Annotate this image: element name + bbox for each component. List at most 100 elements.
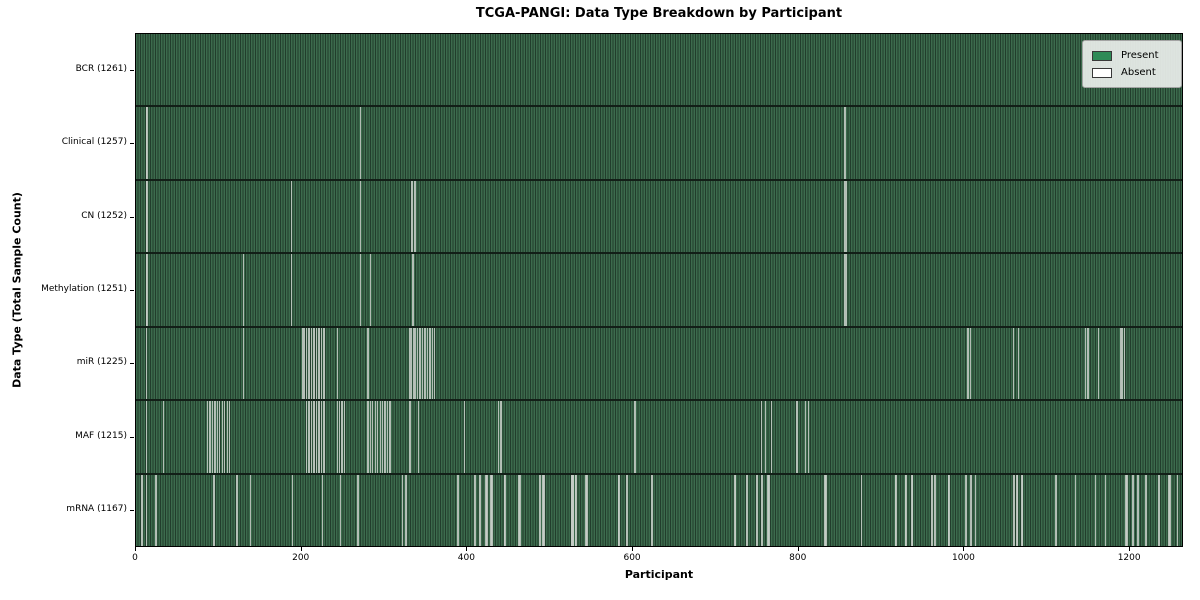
absent-line (410, 180, 413, 253)
absent-line (206, 401, 209, 473)
absent-line (216, 401, 218, 473)
ytick-label-bcr: BCR (1261) (75, 63, 127, 74)
datatype-row-bcr (136, 34, 1182, 108)
absent-line (357, 474, 359, 546)
absent-line (1017, 327, 1020, 400)
absent-line (618, 474, 620, 546)
absent-line (419, 327, 421, 400)
absent-line (313, 401, 315, 473)
absent-line (964, 474, 967, 546)
absent-line (308, 327, 310, 400)
datatype-row-clinical (136, 107, 1182, 181)
xtick-mark (963, 547, 965, 551)
absent-line (585, 474, 587, 546)
absent-line (1012, 327, 1015, 400)
absent-line (625, 474, 628, 546)
absent-line (845, 254, 848, 326)
absent-line (1021, 474, 1023, 546)
absent-line (617, 474, 620, 546)
absent-line (974, 474, 977, 546)
absent-line (824, 474, 826, 546)
absent-line (229, 401, 231, 473)
absent-line (145, 107, 147, 179)
absent-line (948, 474, 950, 546)
absent-line (1021, 474, 1024, 546)
absent-line (1145, 474, 1147, 546)
absent-line (1098, 327, 1100, 400)
absent-line (336, 327, 338, 400)
absent-line (146, 254, 148, 326)
absent-line (320, 327, 323, 400)
absent-line (969, 474, 972, 546)
absent-line (209, 401, 211, 473)
chart-title: TCGA-PANGI: Data Type Breakdown by Parti… (475, 6, 843, 21)
absent-line (162, 401, 165, 473)
absent-line (764, 401, 767, 473)
absent-line (386, 401, 389, 473)
absent-line (463, 401, 466, 473)
xtick-label-0: 0 (132, 553, 138, 563)
absent-line (735, 474, 737, 546)
absent-line (844, 107, 846, 179)
datatype-row-methylation (136, 254, 1182, 328)
absent-line (379, 401, 381, 473)
absent-line (543, 474, 545, 546)
xtick-label-800: 800 (789, 553, 807, 563)
absent-line (575, 474, 577, 546)
absent-line (146, 180, 148, 253)
absent-line (1074, 474, 1077, 546)
absent-line (574, 474, 577, 546)
absent-line (1168, 474, 1170, 546)
absent-line (213, 474, 215, 546)
ytick-mark (130, 436, 134, 438)
absent-line (542, 474, 544, 546)
absent-line (1176, 474, 1179, 546)
absent-line (539, 474, 542, 546)
absent-line (369, 401, 371, 473)
ytick-mark (130, 69, 134, 71)
absent-line (931, 474, 934, 546)
absent-line (904, 474, 906, 546)
absent-line (1136, 474, 1139, 546)
absent-line (338, 401, 341, 473)
absent-line (221, 401, 223, 473)
datatype-row-maf (136, 401, 1182, 475)
ytick-label-clinical: Clinical (1257) (61, 137, 127, 148)
absent-line (573, 474, 575, 546)
absent-line (214, 401, 216, 473)
absent-line (504, 474, 506, 546)
legend-item-absent: Absent (1092, 64, 1172, 81)
absent-line (760, 474, 763, 546)
absent-line (318, 401, 320, 473)
absent-line (313, 327, 315, 400)
absent-line (315, 401, 318, 473)
absent-line (770, 401, 773, 473)
absent-line (211, 401, 214, 473)
absent-line (145, 474, 147, 546)
absent-line (336, 401, 338, 473)
absent-line (804, 401, 806, 473)
absent-line (291, 474, 294, 546)
absent-line (372, 401, 374, 473)
absent-line (746, 474, 749, 546)
absent-line (503, 474, 505, 546)
absent-line (1016, 474, 1018, 546)
absent-line (369, 254, 371, 326)
absent-line (745, 474, 748, 546)
xtick-mark (300, 547, 302, 551)
absent-line (519, 474, 521, 546)
absent-line (734, 474, 736, 546)
ytick-mark (130, 216, 134, 218)
ytick-mark (130, 143, 134, 145)
absent-line (308, 401, 310, 473)
x-axis-label: Participant (624, 568, 694, 581)
xtick-mark (135, 547, 136, 551)
absent-line (323, 401, 325, 473)
absent-line (479, 474, 481, 546)
xtick-label-1000: 1000 (952, 553, 975, 563)
absent-line (626, 474, 629, 546)
absent-line (146, 107, 148, 179)
xtick-label-400: 400 (457, 553, 475, 563)
absent-line (141, 474, 143, 546)
absent-line (947, 474, 949, 546)
